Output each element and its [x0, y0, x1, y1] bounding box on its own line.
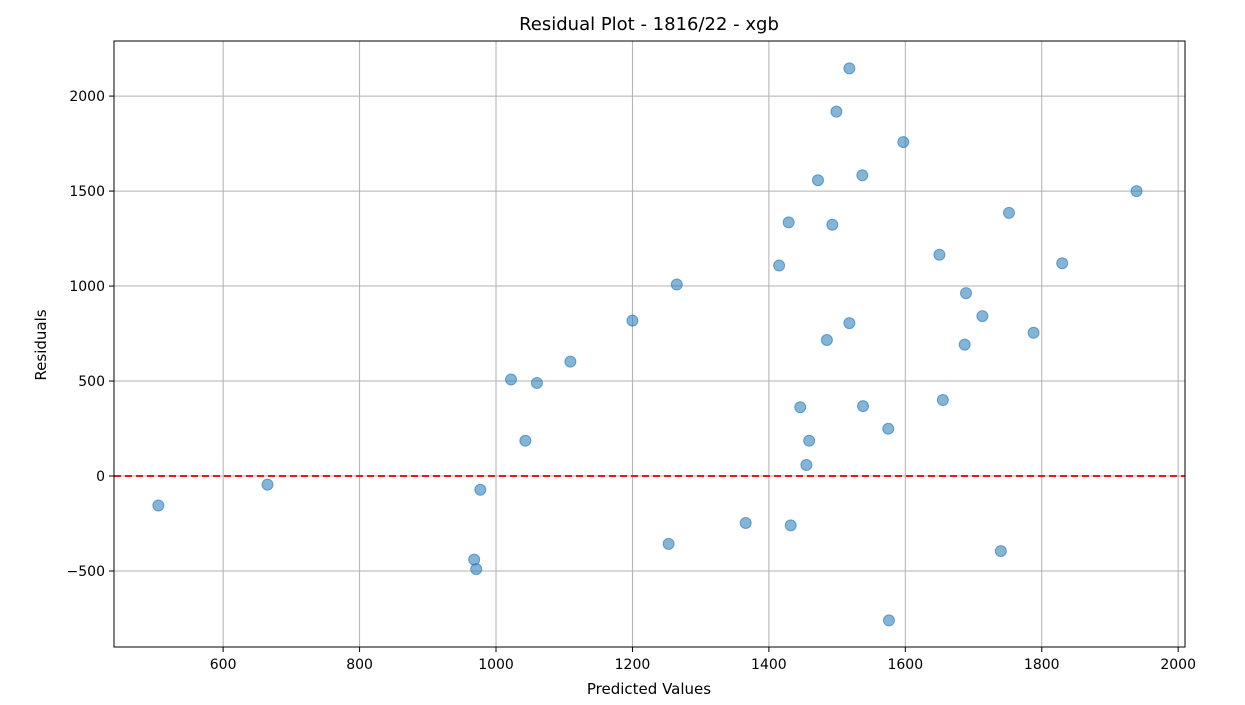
- scatter-point: [994, 545, 1007, 558]
- scatter-point: [800, 459, 813, 472]
- scatter-point: [820, 334, 833, 347]
- scatter-point: [960, 287, 973, 300]
- grid-lines: [114, 41, 1185, 647]
- scatter-point: [811, 174, 824, 187]
- scatter-point: [826, 218, 839, 231]
- x-tick-label: 1600: [887, 657, 923, 673]
- scatter-point: [261, 478, 274, 491]
- x-tick-label: 1200: [615, 657, 651, 673]
- scatter-point: [530, 376, 543, 389]
- scatter-point: [626, 314, 639, 327]
- scatter-point: [794, 401, 807, 414]
- scatter-point: [857, 400, 870, 413]
- x-tick-label: 1800: [1024, 657, 1060, 673]
- scatter-point: [470, 563, 483, 576]
- scatter-point: [830, 105, 843, 118]
- scatter-point: [662, 537, 675, 550]
- y-tick-label: 0: [96, 469, 105, 485]
- scatter-point: [152, 499, 165, 512]
- y-axis-ticks: −500 0 500 1000 1500 2000: [67, 89, 114, 580]
- scatter-point: [474, 483, 487, 496]
- y-tick-label: 1000: [69, 279, 105, 295]
- scatter-point: [670, 278, 683, 291]
- scatter-point: [505, 373, 518, 386]
- scatter-point: [784, 519, 797, 532]
- scatter-point: [519, 434, 532, 447]
- scatter-point: [936, 394, 949, 407]
- scatter-point: [958, 338, 971, 351]
- x-tick-label: 800: [346, 657, 373, 673]
- scatter-point: [1027, 326, 1040, 339]
- x-tick-label: 2000: [1160, 657, 1196, 673]
- scatter-point: [739, 516, 752, 529]
- x-axis-ticks: 600 800 1000 1200 1400 1600 1800 2000: [210, 647, 1196, 673]
- scatter-point: [882, 422, 895, 435]
- y-tick-label: 1500: [69, 184, 105, 200]
- chart-title: Residual Plot - 1816/22 - xgb: [519, 14, 779, 35]
- scatter-point: [1056, 257, 1069, 270]
- scatter-point: [976, 310, 989, 323]
- y-axis-label: Residuals: [32, 309, 50, 380]
- y-tick-label: −500: [67, 564, 105, 580]
- scatter-point: [564, 355, 577, 368]
- plot-frame: [113, 40, 1186, 648]
- scatter-point: [1130, 185, 1143, 198]
- x-tick-label: 1400: [751, 657, 787, 673]
- scatter-points: [152, 62, 1143, 627]
- scatter-point: [843, 317, 856, 330]
- scatter-point: [782, 216, 795, 229]
- y-tick-label: 2000: [69, 89, 105, 105]
- y-tick-label: 500: [78, 374, 105, 390]
- scatter-point: [773, 259, 786, 272]
- scatter-point: [856, 169, 869, 182]
- scatter-point: [897, 136, 910, 149]
- scatter-point: [882, 614, 895, 627]
- x-tick-label: 600: [210, 657, 237, 673]
- scatter-point: [843, 62, 856, 75]
- scatter-point: [1003, 206, 1016, 219]
- x-tick-label: 1000: [478, 657, 514, 673]
- scatter-point: [933, 248, 946, 261]
- scatter-point: [803, 434, 816, 447]
- x-axis-label: Predicted Values: [587, 680, 711, 698]
